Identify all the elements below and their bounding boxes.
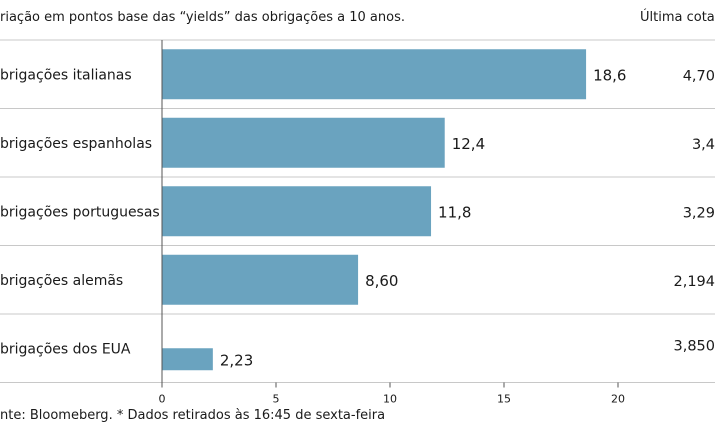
last-quote-value: 2,194	[673, 274, 715, 290]
bar-value-label: 12,4	[452, 135, 485, 153]
bar-value-label: 18,6	[593, 66, 626, 84]
bar	[162, 117, 445, 168]
category-label: brigações espanholas	[0, 136, 152, 152]
x-tick-label: 0	[159, 393, 166, 406]
category-label: brigações alemãs	[0, 273, 123, 289]
category-label: brigações portuguesas	[0, 204, 160, 220]
x-tick-label: 20	[611, 393, 625, 406]
x-tick-label: 10	[383, 393, 397, 406]
x-tick-label: 15	[497, 393, 511, 406]
last-quote-value: 3,29	[683, 205, 715, 221]
bar	[162, 186, 432, 237]
bar-value-label: 11,8	[438, 203, 471, 221]
last-quote-column-title: Última cota	[640, 10, 715, 25]
x-tick-label: 5	[273, 393, 280, 406]
bar-value-label: 2,23	[220, 351, 253, 369]
chart-source-note: nte: Bloomeberg. * Dados retirados às 16…	[0, 408, 386, 423]
chart-subtitle: riação em pontos base das “yields” das o…	[0, 10, 405, 25]
bar	[162, 49, 587, 100]
bar	[162, 348, 213, 371]
category-label: brigações dos EUA	[0, 341, 131, 357]
last-quote-value: 3,4	[692, 137, 715, 153]
last-quote-value: 4,70	[683, 68, 715, 84]
bar	[162, 254, 359, 305]
bar-value-label: 8,60	[365, 272, 398, 290]
category-label: brigações italianas	[0, 67, 132, 83]
last-quote-value: 3,850	[673, 338, 715, 354]
